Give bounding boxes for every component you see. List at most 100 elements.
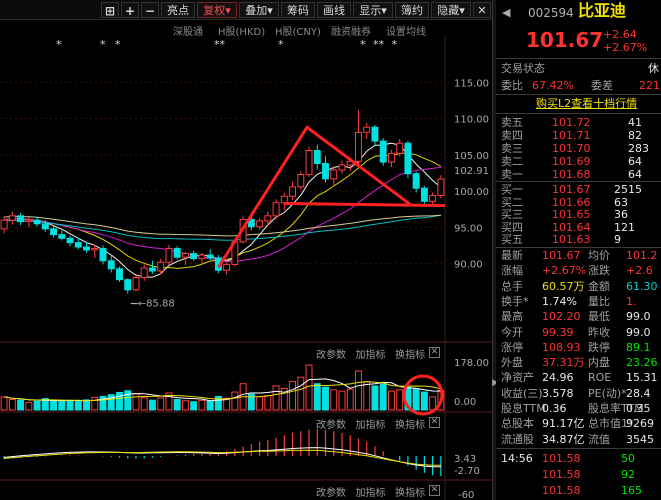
volume-bar bbox=[148, 399, 156, 411]
macd-dif-line bbox=[4, 447, 441, 468]
volume-bar bbox=[91, 396, 99, 411]
volume-bar bbox=[132, 393, 140, 411]
highlight-button[interactable]: 亮点 bbox=[161, 2, 195, 18]
volume-bar bbox=[363, 381, 371, 411]
ask-row: 卖五 101.72 41 bbox=[501, 116, 642, 129]
candle-body bbox=[74, 242, 82, 248]
candle-body bbox=[157, 261, 165, 272]
price-block: 101.67 +2.64 +2.67% bbox=[496, 28, 661, 54]
collapse-icon[interactable]: ▶ bbox=[492, 378, 499, 388]
bid-row: 买五 101.63 9 bbox=[501, 233, 621, 246]
overlay-button[interactable]: 叠加▾ bbox=[239, 2, 279, 18]
trend-line bbox=[217, 125, 413, 269]
display-button[interactable]: 显示▾ bbox=[353, 2, 393, 18]
volume-bar bbox=[116, 391, 123, 411]
add-indicator-button[interactable]: 加指标 bbox=[355, 350, 386, 361]
sublink-ma-settings[interactable]: 设置均线 bbox=[386, 27, 426, 38]
stat-row: 今开 99.39 昨收 99.0 bbox=[501, 325, 651, 339]
bid-row: 买四 101.64 121 bbox=[501, 220, 635, 234]
macd-series: 3.43-2.70 -60 bbox=[3, 428, 480, 500]
kline-chart[interactable]: ←85.88 115.00 110.00 105.00 102.91 100.00 95.… bbox=[0, 36, 496, 500]
volume-bar bbox=[247, 393, 255, 411]
tick-row: 101.58 92 bbox=[542, 468, 635, 481]
volume-bar bbox=[25, 401, 33, 411]
volume-bar bbox=[206, 400, 214, 411]
volume-bar bbox=[272, 385, 280, 411]
edit-params-button[interactable]: 改参数 bbox=[316, 350, 346, 361]
close-icon[interactable]: ✕ bbox=[429, 417, 440, 428]
price-tick: 115.00 bbox=[454, 78, 489, 89]
volume-bar bbox=[289, 381, 297, 411]
contract-button[interactable]: 簿约 bbox=[395, 2, 429, 18]
event-marker[interactable]: * bbox=[56, 38, 62, 51]
candle-body bbox=[8, 215, 16, 221]
event-marker[interactable]: * bbox=[278, 38, 284, 51]
bid-row: 买一 101.67 2515 bbox=[501, 183, 642, 196]
add-indicator-button[interactable]: 加指标 bbox=[355, 420, 386, 431]
stat-row: 最新 101.67 均价 101.2 bbox=[501, 249, 658, 262]
volume-bar bbox=[33, 400, 41, 411]
divider bbox=[496, 247, 661, 248]
moving-average-lines bbox=[3, 142, 442, 278]
last-price: 101.67 bbox=[526, 28, 604, 52]
price-tick: 95.00 bbox=[454, 223, 483, 234]
sublink-margin[interactable]: 融资融券 bbox=[331, 27, 371, 38]
ask-row: 卖四 101.71 82 bbox=[501, 129, 642, 142]
edit-params-button[interactable]: 改参数 bbox=[316, 420, 346, 431]
volume-bar bbox=[124, 390, 132, 411]
volume-bar bbox=[190, 401, 198, 411]
trade-status-row: 交易状态 休 bbox=[501, 62, 659, 75]
volume-bar bbox=[0, 396, 8, 411]
volume-bar bbox=[412, 388, 420, 411]
event-marker[interactable]: * ** * bbox=[360, 38, 397, 51]
candle-body bbox=[50, 228, 58, 236]
panel-divider[interactable]: ▶ bbox=[492, 0, 499, 500]
switch-indicator-button[interactable]: 换指标 bbox=[395, 350, 426, 361]
l2-link[interactable]: 购买L2查看十档行情 bbox=[536, 97, 638, 110]
plus-icon[interactable]: + bbox=[121, 2, 139, 18]
candle-body bbox=[41, 223, 49, 230]
volume-bar bbox=[338, 390, 346, 411]
candlestick-series: ←85.88 bbox=[0, 109, 445, 310]
add-indicator-button[interactable]: 加指标 bbox=[355, 488, 386, 499]
adjust-button[interactable]: 复权▾ bbox=[197, 2, 237, 18]
draw-line-button[interactable]: 画线 bbox=[317, 2, 351, 18]
stock-header: ◀ 002594 比亚迪 bbox=[496, 3, 661, 22]
candle-body bbox=[165, 247, 173, 263]
neckline bbox=[284, 201, 446, 208]
candle-body bbox=[206, 254, 214, 259]
volume-bar bbox=[231, 391, 239, 411]
price-change: +2.64 bbox=[603, 28, 637, 41]
candle-body bbox=[305, 149, 313, 175]
candle-body bbox=[264, 215, 272, 222]
switch-indicator-button[interactable]: 换指标 bbox=[395, 488, 426, 499]
grid-icon[interactable]: ⊞ bbox=[101, 2, 119, 18]
volume-bar bbox=[214, 395, 222, 411]
volume-tick: 178.00 bbox=[454, 358, 489, 369]
chips-button[interactable]: 筹码 bbox=[281, 2, 315, 18]
price-tick: 90.00 bbox=[454, 260, 483, 271]
close-icon[interactable]: ✕ bbox=[429, 485, 440, 496]
candle-body bbox=[198, 254, 206, 260]
close-icon[interactable]: ✕ bbox=[473, 2, 491, 18]
candle-body bbox=[83, 246, 90, 251]
sublink-h-share-cny[interactable]: H股(CNY) bbox=[275, 27, 321, 38]
volume-bar bbox=[173, 398, 181, 411]
candle-body bbox=[190, 253, 198, 260]
switch-indicator-button[interactable]: 换指标 bbox=[395, 420, 426, 431]
prev-stock-icon[interactable]: ◀ bbox=[502, 6, 511, 19]
candle-body bbox=[396, 142, 404, 154]
minus-icon[interactable]: − bbox=[141, 2, 159, 18]
divider bbox=[496, 58, 661, 59]
volume-bar bbox=[223, 397, 231, 411]
candle-body bbox=[25, 219, 33, 223]
volume-series: 178.00 0.00 bbox=[0, 358, 489, 416]
event-marker[interactable]: * * bbox=[100, 38, 121, 51]
hide-button[interactable]: 隐藏▾ bbox=[431, 2, 471, 18]
sublink-hk-connect[interactable]: 深股通 bbox=[173, 27, 203, 38]
event-marker[interactable]: ** bbox=[214, 38, 225, 51]
sublink-h-share-hkd[interactable]: H股(HKD) bbox=[218, 27, 266, 38]
close-icon[interactable]: ✕ bbox=[429, 347, 440, 358]
candle-body bbox=[148, 267, 156, 272]
edit-params-button[interactable]: 改参数 bbox=[316, 488, 346, 499]
